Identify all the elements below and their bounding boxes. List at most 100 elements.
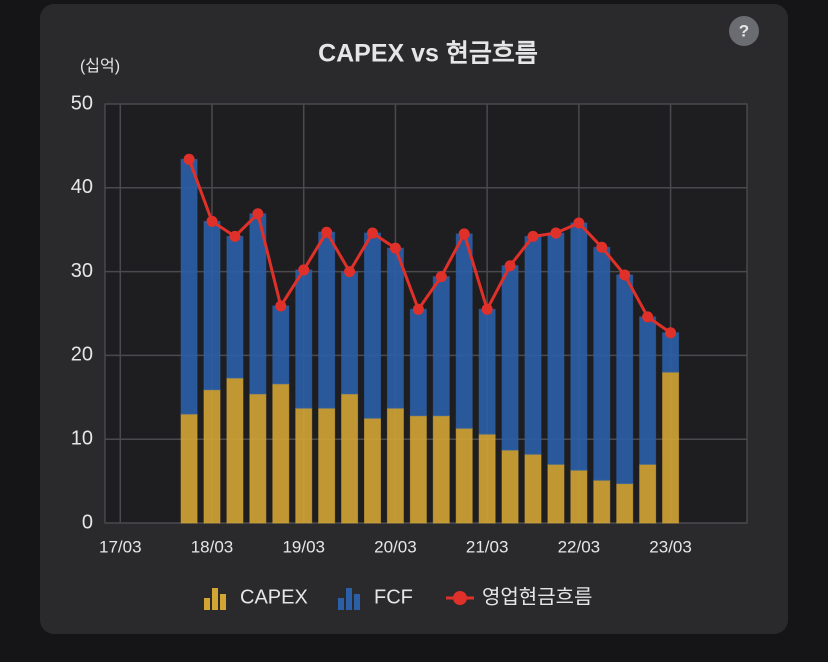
line-point	[550, 227, 562, 239]
x-tick-label: 21/03	[466, 537, 509, 556]
legend-item: 영업현금흐름	[446, 585, 592, 608]
legend-label: FCF	[374, 586, 413, 608]
line-point	[665, 327, 677, 339]
line-point	[527, 230, 539, 242]
line-point	[229, 230, 241, 242]
x-tick-label: 23/03	[649, 537, 692, 556]
bar	[318, 407, 336, 524]
y-tick-label: 40	[71, 176, 93, 198]
legend-item: CAPEX	[204, 586, 308, 610]
x-tick-label: 20/03	[374, 537, 417, 556]
bar	[409, 415, 427, 524]
legend-item: FCF	[338, 586, 413, 610]
bar	[524, 453, 542, 524]
bar	[364, 232, 381, 419]
line-point	[275, 300, 287, 312]
bar	[249, 393, 267, 524]
legend-icon	[220, 594, 226, 610]
bar	[203, 389, 221, 524]
bar	[272, 383, 290, 524]
help-button[interactable]: ?	[729, 16, 759, 46]
line-point	[435, 271, 447, 283]
bar	[501, 449, 519, 524]
x-tick-label: 19/03	[282, 537, 325, 556]
legend-icon	[338, 598, 344, 610]
bar	[593, 479, 611, 524]
legend-label: CAPEX	[240, 586, 308, 608]
line-point	[412, 303, 424, 315]
y-tick-label: 50	[71, 92, 93, 114]
y-tick-label: 30	[71, 260, 93, 282]
line	[187, 158, 672, 335]
bar	[226, 235, 244, 379]
legend: CAPEX FCF 영업현금흐름	[204, 585, 592, 610]
bar	[662, 332, 680, 373]
bar	[432, 415, 450, 524]
bar	[295, 269, 313, 409]
legend-label: 영업현금흐름	[482, 585, 592, 608]
bar	[524, 235, 542, 455]
line-point	[321, 226, 333, 238]
bar	[364, 417, 381, 524]
bar	[639, 316, 657, 465]
y-tick-label: 0	[82, 511, 93, 533]
line-point	[252, 208, 264, 220]
line-point	[481, 303, 493, 315]
line-point	[344, 266, 356, 278]
legend-icon	[346, 588, 352, 610]
bar	[432, 276, 450, 417]
bar	[318, 231, 336, 409]
help-circle	[729, 16, 759, 46]
bar	[180, 158, 198, 415]
line-point	[298, 264, 310, 276]
bar	[226, 377, 244, 524]
bar	[616, 274, 634, 485]
bar	[570, 469, 588, 524]
bar	[547, 232, 565, 465]
y-axis-unit: (십억)	[80, 57, 120, 75]
bar	[662, 371, 680, 524]
bar	[501, 265, 519, 451]
line-point	[389, 242, 401, 254]
line-point	[206, 215, 218, 227]
line-point	[367, 227, 378, 239]
line-point	[458, 228, 470, 240]
bar	[409, 308, 427, 417]
y-tick-label: 10	[71, 427, 93, 449]
bar	[180, 413, 198, 524]
line-point	[642, 311, 654, 323]
legend-icon	[204, 598, 210, 610]
bar	[295, 407, 313, 524]
x-tick-label: 17/03	[99, 537, 142, 556]
x-tick-label: 22/03	[558, 537, 601, 556]
bar	[203, 220, 221, 391]
bar	[478, 433, 496, 524]
bar	[386, 407, 404, 524]
bar	[272, 305, 290, 385]
bar	[547, 463, 565, 524]
bar	[478, 308, 496, 435]
help-icon: ?	[739, 21, 749, 40]
line-point	[619, 269, 631, 281]
x-tick-label: 18/03	[191, 537, 234, 556]
bar	[386, 247, 404, 409]
bar	[616, 483, 634, 524]
bar	[341, 393, 359, 524]
bar	[341, 271, 359, 395]
line-point	[504, 260, 516, 272]
legend-icon	[354, 594, 360, 610]
bar	[639, 463, 657, 524]
y-tick-label: 20	[71, 344, 93, 366]
legend-icon	[453, 591, 467, 605]
bar	[593, 246, 611, 481]
line-point	[596, 241, 608, 253]
bar	[455, 233, 473, 429]
line-point	[573, 217, 585, 229]
line-point	[183, 153, 195, 165]
bar	[570, 222, 588, 471]
bar	[455, 427, 473, 524]
chart-title: CAPEX vs 현금흐름	[318, 40, 538, 68]
legend-icon	[212, 588, 218, 610]
